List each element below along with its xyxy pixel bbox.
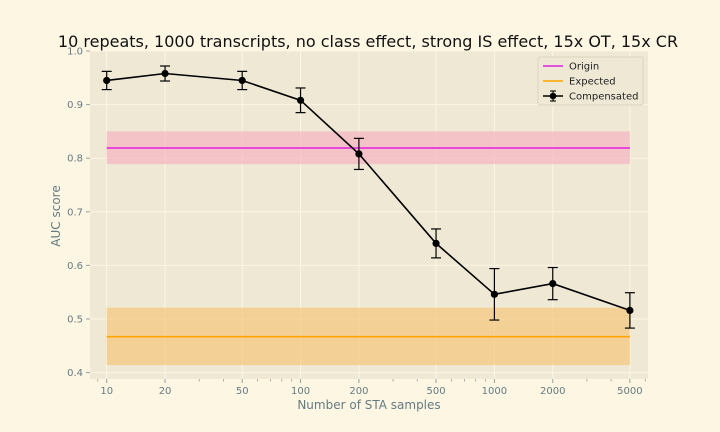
y-tick-label: 0.8 bbox=[67, 154, 83, 165]
data-point bbox=[238, 76, 246, 85]
legend-box bbox=[537, 56, 644, 106]
data-point bbox=[490, 290, 498, 298]
y-axis-label: AUC score bbox=[49, 185, 63, 246]
legend: Origin Expected Compensated bbox=[537, 56, 644, 106]
y-tick-label: 1.0 bbox=[67, 47, 83, 58]
y-tick-label: 0.4 bbox=[67, 368, 83, 379]
data-point bbox=[296, 96, 305, 104]
data-point bbox=[626, 306, 634, 314]
legend-label: Compensated bbox=[569, 92, 638, 103]
x-tick-label: 50 bbox=[236, 386, 249, 397]
legend-label: Origin bbox=[569, 62, 599, 73]
y-tick-label: 0.5 bbox=[67, 314, 83, 325]
x-tick-label: 2000 bbox=[540, 386, 565, 397]
legend-label: Expected bbox=[569, 77, 616, 88]
data-point bbox=[161, 69, 169, 78]
data-point bbox=[103, 76, 111, 85]
x-tick-label: 1000 bbox=[482, 386, 507, 397]
data-point bbox=[549, 280, 557, 288]
chart-title: 10 repeats, 1000 transcripts, no class e… bbox=[58, 32, 678, 51]
x-axis: 10 20 50 100 200 500 1000 2000 5000 bbox=[97, 379, 646, 397]
x-tick-label: 20 bbox=[159, 386, 172, 397]
legend-entry: Compensated bbox=[543, 90, 638, 103]
legend-entry: Origin bbox=[543, 62, 599, 73]
y-axis: 0.4 0.5 0.6 0.7 0.8 0.9 1.0 bbox=[67, 47, 90, 379]
data-point bbox=[355, 150, 363, 158]
x-tick-label: 200 bbox=[349, 386, 368, 397]
x-axis-label: Number of STA samples bbox=[297, 398, 440, 412]
y-tick-label: 0.9 bbox=[67, 100, 83, 111]
x-tick-label: 500 bbox=[426, 386, 445, 397]
x-tick-label: 100 bbox=[291, 386, 310, 397]
y-tick-label: 0.7 bbox=[67, 207, 83, 218]
x-tick-label: 5000 bbox=[617, 386, 642, 397]
x-tick-label: 10 bbox=[100, 386, 113, 397]
legend-entry: Expected bbox=[543, 77, 616, 88]
data-point bbox=[432, 239, 440, 248]
marks bbox=[101, 65, 635, 338]
y-tick-label: 0.6 bbox=[67, 261, 83, 272]
legend-marker bbox=[549, 92, 557, 100]
